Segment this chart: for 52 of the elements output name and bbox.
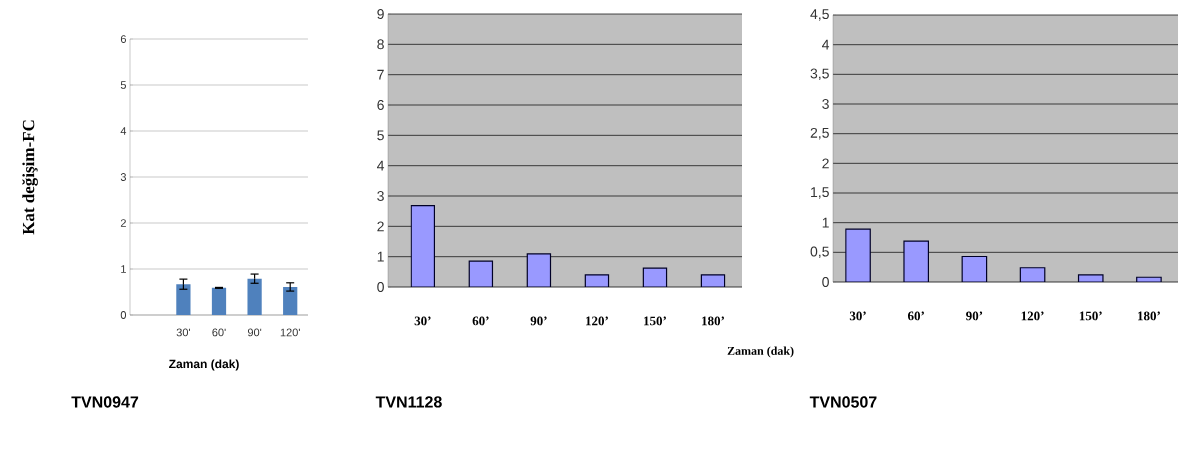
y-tick-label: 6 bbox=[120, 35, 126, 43]
x-tick-label: 120’ bbox=[1021, 311, 1044, 321]
x-tick-label: 120’ bbox=[586, 316, 608, 326]
y-tick-label: 0 bbox=[822, 277, 829, 287]
y-tick-label: 0,5 bbox=[810, 246, 829, 259]
x-tick-label: 90' bbox=[247, 328, 262, 337]
x-axis-title: Zaman (dak) bbox=[169, 359, 239, 371]
y-tick-label: 0 bbox=[120, 311, 127, 319]
y-tick-label: 4 bbox=[120, 127, 127, 135]
y-axis-title: Kat değişim-FC bbox=[22, 120, 38, 235]
text: TVN0947 bbox=[71, 396, 139, 408]
y-tick-label: 0 bbox=[377, 282, 384, 292]
x-tick-label: 60’ bbox=[472, 316, 489, 326]
bar bbox=[410, 205, 436, 288]
x-tick-label: 120' bbox=[280, 328, 300, 337]
y-tick-label: 2,5 bbox=[810, 127, 829, 140]
bar bbox=[845, 228, 871, 283]
y-tick-label: 3,5 bbox=[810, 68, 829, 81]
y-tick-label: 3 bbox=[377, 191, 384, 201]
y-tick-label: 1,5 bbox=[811, 187, 829, 199]
y-tick-label: 3 bbox=[120, 173, 126, 181]
y-tick-label: 4 bbox=[822, 39, 830, 50]
y-tick-label: 2 bbox=[822, 158, 829, 169]
x-tick-label: 60' bbox=[212, 328, 226, 337]
y-tick-label: 3 bbox=[822, 99, 829, 109]
y-tick-label: 1 bbox=[121, 265, 126, 273]
y-tick-label: 1 bbox=[822, 217, 829, 228]
y-tick-label: 1 bbox=[377, 251, 384, 262]
x-tick-label: 60’ bbox=[907, 311, 924, 321]
bar bbox=[903, 240, 930, 283]
text: TVN1128 bbox=[375, 396, 442, 408]
x-tick-label: 30’ bbox=[849, 311, 866, 321]
x-tick-label: 180’ bbox=[1138, 311, 1160, 321]
x-tick-label: 180’ bbox=[702, 316, 724, 326]
x-tick-label: 150’ bbox=[1079, 311, 1102, 321]
x-tick-label: 30’ bbox=[414, 316, 431, 326]
text: TVN0507 bbox=[809, 396, 877, 408]
y-tick-label: 6 bbox=[377, 100, 384, 110]
y-tick-label: 5 bbox=[377, 130, 384, 141]
x-tick-label: 90’ bbox=[530, 316, 547, 326]
x-tick-label: 30' bbox=[176, 328, 191, 337]
x-tick-label: 90’ bbox=[966, 311, 983, 321]
y-tick-label: 2 bbox=[120, 219, 126, 227]
y-tick-label: 5 bbox=[120, 81, 126, 89]
x-tick-label: 150’ bbox=[644, 316, 666, 326]
y-tick-label: 2 bbox=[377, 221, 384, 232]
y-tick-label: 9 bbox=[377, 9, 384, 19]
y-tick-label: 8 bbox=[377, 39, 384, 50]
y-tick-label: 4,5 bbox=[810, 9, 829, 21]
y-tick-label: 4 bbox=[377, 160, 385, 171]
x-axis-title: Zaman (dak) bbox=[727, 346, 794, 358]
y-tick-label: 7 bbox=[377, 69, 384, 80]
